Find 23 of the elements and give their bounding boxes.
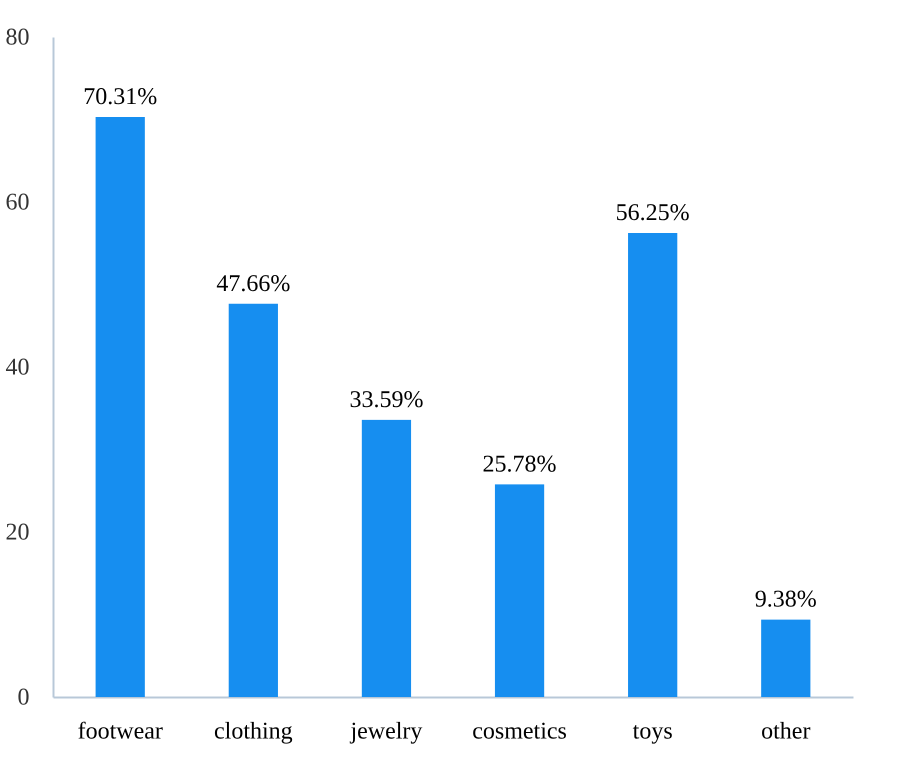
bar [628,232,678,697]
y-tick-label: 0 [18,684,30,710]
bar [494,484,544,697]
y-tick-label: 40 [6,354,30,380]
bar [761,620,810,697]
x-tick-label: toys [632,718,673,744]
data-label: 47.66% [216,270,290,297]
x-tick-label: clothing [214,718,293,744]
data-label: 33.59% [349,386,424,413]
bar [228,304,278,697]
y-tick-label: 60 [6,190,30,216]
data-label: 25.78% [482,451,557,478]
x-tick-label: cosmetics [472,718,567,744]
data-label: 9.38% [754,586,817,613]
x-tick-label: other [761,718,810,744]
data-label: 56.25% [616,200,690,226]
x-tick-label: footwear [78,718,163,744]
y-tick-label: 20 [6,520,30,546]
data-label: 70.31% [83,84,158,110]
x-tick-label: jewelry [349,718,422,744]
y-tick-label: 80 [6,24,30,50]
bar [362,420,412,697]
bar [96,116,145,697]
